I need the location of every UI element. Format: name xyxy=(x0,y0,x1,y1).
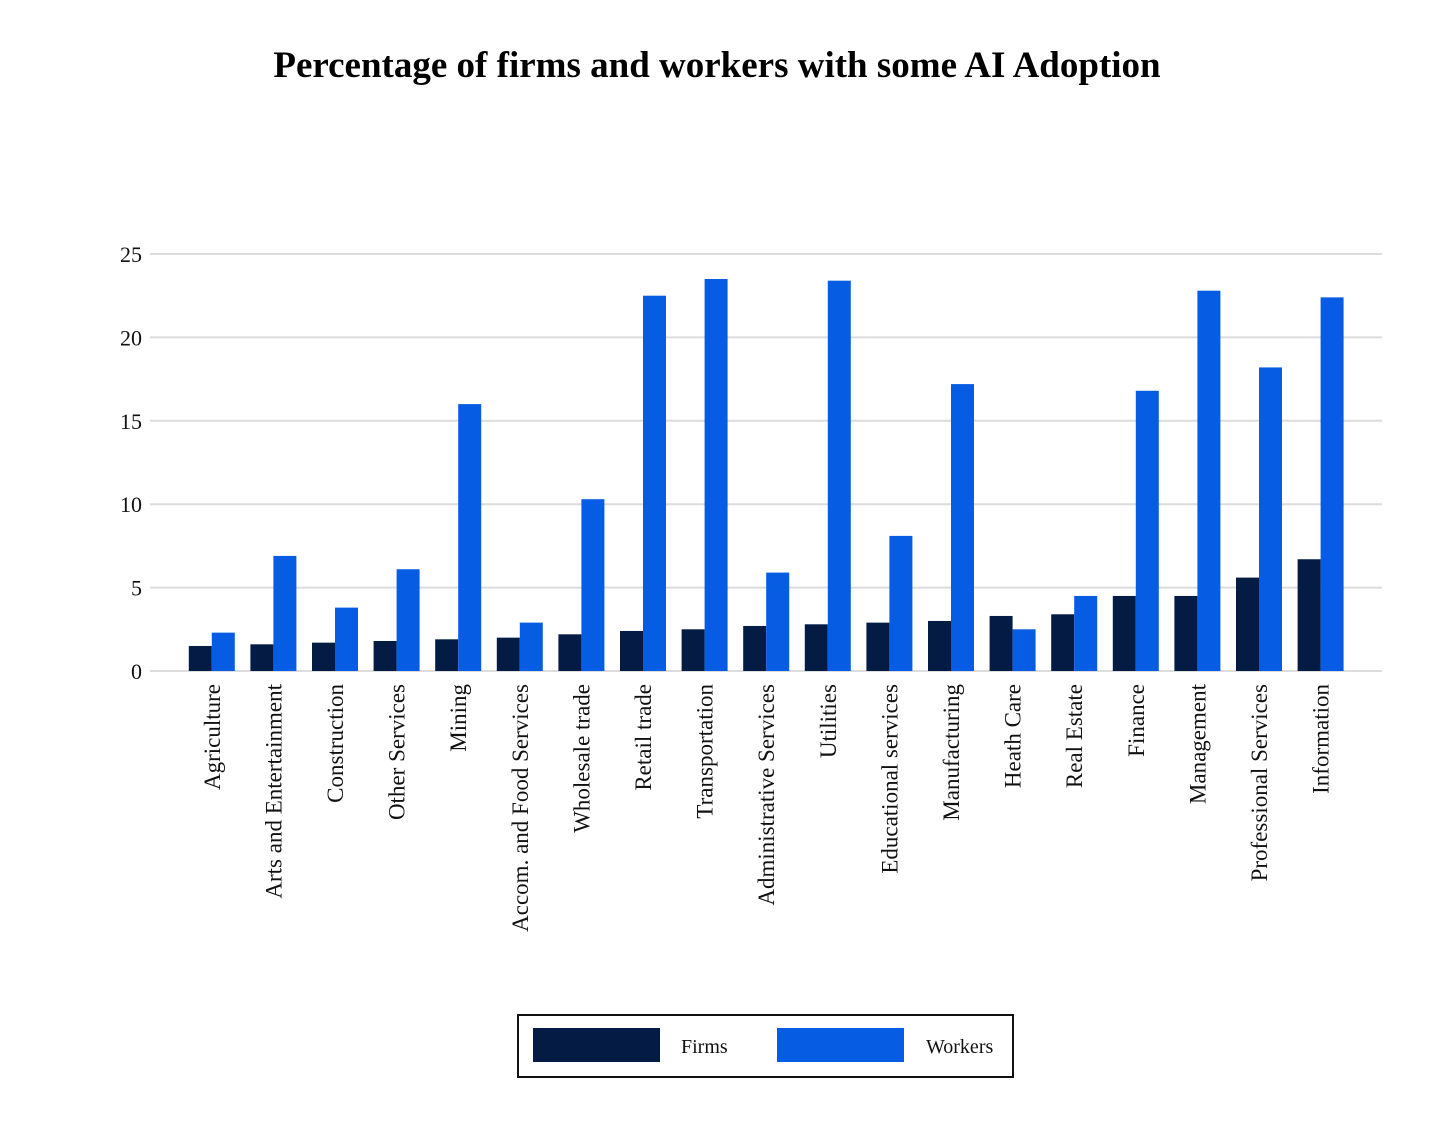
y-axis-ticks: 0 5 10 15 20 25 xyxy=(120,242,142,684)
y-tick-label: 0 xyxy=(131,659,142,684)
x-tick-label: Finance xyxy=(1124,684,1149,757)
bar-workers xyxy=(643,295,666,671)
x-tick-label: Administrative Services xyxy=(754,684,779,906)
bar-firms xyxy=(250,644,274,671)
x-tick-label: Arts and Entertainment xyxy=(261,683,286,898)
y-tick-label: 10 xyxy=(120,492,142,517)
x-tick-label: Utilities xyxy=(816,684,841,758)
chart-title: Percentage of firms and workers with som… xyxy=(273,45,1161,86)
category-group xyxy=(496,622,543,671)
bar-firms xyxy=(989,615,1013,671)
bar-firms xyxy=(1174,595,1198,671)
bars xyxy=(188,279,1344,671)
bar-firms xyxy=(743,625,767,671)
x-tick-label: Accom. and Food Services xyxy=(508,684,533,932)
bar-firms xyxy=(435,639,459,671)
category-group xyxy=(558,499,605,671)
category-group xyxy=(1051,595,1098,671)
y-tick-label: 5 xyxy=(131,576,142,601)
bar-firms xyxy=(496,637,520,671)
x-tick-label: Mining xyxy=(446,684,471,752)
x-tick-label: Agriculture xyxy=(200,684,225,790)
bar-firms xyxy=(804,624,828,671)
bar-workers xyxy=(951,384,974,671)
y-tick-label: 25 xyxy=(120,242,142,267)
x-tick-label: Wholesale trade xyxy=(569,684,594,833)
category-group xyxy=(1112,390,1159,671)
bar-workers xyxy=(827,280,851,671)
bar-workers xyxy=(1259,367,1282,671)
x-axis-labels: Agriculture Arts and Entertainment Constru… xyxy=(200,683,1334,931)
bar-workers xyxy=(458,404,482,671)
bar-workers xyxy=(581,499,605,671)
category-group xyxy=(620,295,666,671)
bar-workers xyxy=(704,279,728,671)
bar-firms xyxy=(312,642,335,671)
x-tick-label: Transportation xyxy=(693,684,718,819)
bar-workers xyxy=(1012,629,1036,671)
bar-workers xyxy=(1197,290,1221,671)
bar-firms xyxy=(928,620,951,671)
legend-swatch-firms xyxy=(533,1028,660,1062)
bar-firms xyxy=(188,645,212,671)
x-tick-label: Real Estate xyxy=(1062,684,1087,788)
bar-workers xyxy=(766,572,790,671)
x-tick-label: Management xyxy=(1185,683,1210,804)
bar-firms xyxy=(1236,577,1259,671)
bar-workers xyxy=(519,622,543,671)
category-group xyxy=(250,555,297,671)
category-group xyxy=(743,572,790,671)
bar-firms xyxy=(558,634,582,671)
category-group xyxy=(435,404,482,671)
bar-workers xyxy=(889,535,913,671)
category-group xyxy=(928,384,974,671)
x-tick-label: Professional Services xyxy=(1247,684,1272,881)
bar-firms xyxy=(681,629,705,671)
legend-label-workers: Workers xyxy=(926,1036,993,1058)
bar-firms xyxy=(1112,595,1136,671)
category-group xyxy=(866,535,913,671)
category-group xyxy=(804,280,851,671)
y-tick-label: 20 xyxy=(120,325,142,350)
bar-firms xyxy=(620,630,643,671)
bar-workers xyxy=(273,555,297,671)
legend: Firms Workers xyxy=(517,1014,1014,1078)
legend-swatch-workers xyxy=(777,1028,904,1062)
x-tick-label: Educational services xyxy=(877,684,902,874)
category-group xyxy=(1297,297,1344,671)
category-group xyxy=(188,632,235,671)
bar-firms xyxy=(866,622,890,671)
y-tick-label: 15 xyxy=(120,409,142,434)
x-tick-label: Heath Care xyxy=(1001,684,1026,788)
bar-workers xyxy=(396,569,420,671)
category-group xyxy=(1174,290,1221,671)
bar-workers xyxy=(1320,297,1344,671)
category-group xyxy=(989,615,1036,671)
category-group xyxy=(312,607,358,671)
x-tick-label: Construction xyxy=(323,684,348,803)
x-tick-label: Information xyxy=(1309,684,1334,794)
bar-workers xyxy=(1135,390,1159,671)
x-tick-label: Retail trade xyxy=(631,684,656,791)
bar-firms xyxy=(373,640,397,671)
category-group xyxy=(373,569,420,671)
x-tick-label: Manufacturing xyxy=(939,684,964,821)
bar-firms xyxy=(1297,559,1321,671)
category-group xyxy=(1236,367,1282,671)
legend-label-firms: Firms xyxy=(681,1036,728,1058)
bar-firms xyxy=(1051,614,1075,671)
bar-workers xyxy=(1074,595,1098,671)
bar-workers xyxy=(211,632,235,671)
x-tick-label: Other Services xyxy=(385,684,410,820)
category-group xyxy=(681,279,728,671)
bar-workers xyxy=(335,607,358,671)
